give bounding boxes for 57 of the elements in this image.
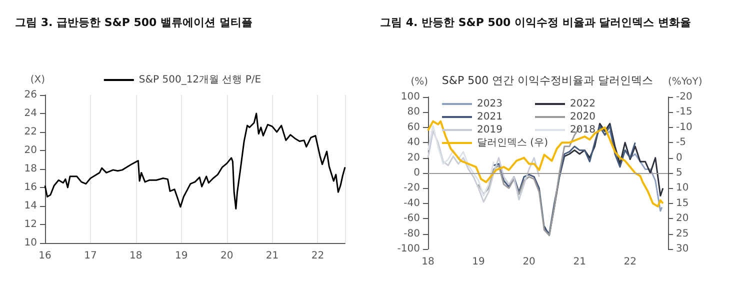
chart-subtitle: S&P 500 연간 이익수정비율과 달러인덱스 — [442, 74, 654, 87]
chart-title: 그림 3. 급반등한 S&P 500 밸류에이션 멀티플 — [15, 16, 252, 29]
x-tick-label: 20 — [220, 250, 234, 262]
y2-tick-label: 30 — [676, 244, 689, 254]
x-tick-label: 21 — [266, 250, 279, 262]
legend-label: S&P 500_12개월 선행 P/E — [138, 74, 262, 86]
y-tick-label: 14 — [24, 200, 37, 212]
y2-tick-label: -15 — [676, 106, 692, 118]
y2-tick-label: 0 — [676, 152, 682, 164]
x-tick-label: 16 — [38, 250, 52, 262]
y-tick-label: 40 — [407, 137, 420, 148]
legend-label: 2022 — [570, 98, 596, 110]
y-tick-label: 22 — [24, 126, 37, 138]
x-tick-label: 18 — [422, 256, 434, 268]
y2-tick-label: 5 — [676, 168, 682, 178]
y-tick-label: -80 — [404, 228, 420, 240]
y-tick-label: -100 — [397, 244, 420, 254]
x-tick-label: 19 — [472, 256, 485, 268]
y-tick-label: 26 — [24, 90, 37, 100]
y-tick-label: 16 — [24, 182, 37, 193]
y2-tick-label: -5 — [676, 137, 686, 148]
y-axis-title: (X) — [30, 74, 46, 86]
y-tick-label: 18 — [24, 164, 37, 174]
x-tick-label: 22 — [311, 250, 324, 262]
legend-label: 2020 — [570, 112, 596, 122]
y2-tick-label: -10 — [676, 122, 692, 133]
y-tick-label: 20 — [24, 145, 37, 156]
legend-label: 2019 — [477, 124, 502, 136]
y2-tick-label: 10 — [676, 182, 689, 194]
y-tick-label: 60 — [407, 122, 420, 133]
y-tick-label: 24 — [24, 108, 37, 119]
y-tick-label: 12 — [24, 219, 37, 230]
legend-label: 2021 — [477, 112, 502, 122]
y-tick-label: -60 — [404, 213, 420, 224]
x-tick-label: 17 — [84, 250, 97, 262]
y-tick-label: 0 — [414, 168, 420, 178]
y-axis-title: (%) — [410, 76, 428, 88]
legend-label: 달러인덱스 (우) — [477, 138, 548, 148]
x-tick-label: 22 — [624, 256, 636, 268]
x-tick-label: 21 — [573, 256, 586, 268]
x-tick-label: 20 — [522, 256, 536, 268]
y2-tick-label: 20 — [676, 213, 689, 224]
y2-tick-label: 15 — [676, 198, 689, 209]
y-tick-label: 20 — [407, 152, 420, 164]
x-tick-label: 19 — [174, 250, 188, 262]
y2-axis-title: (%YoY) — [668, 76, 702, 88]
legend-label: 2023 — [477, 98, 502, 110]
legend-label: 2018 — [570, 124, 596, 136]
y-tick-label: -40 — [404, 198, 420, 209]
y-tick-label: 10 — [24, 238, 37, 248]
y-tick-label: 80 — [407, 106, 420, 118]
y-tick-label: 100 — [400, 92, 420, 102]
y2-tick-label: -20 — [676, 92, 692, 102]
x-tick-label: 18 — [130, 250, 142, 262]
y-tick-label: -20 — [404, 182, 420, 194]
y2-tick-label: 25 — [676, 228, 689, 240]
chart-title: 그림 4. 반등한 S&P 500 이익수정 비율과 달러인덱스 변화율 — [380, 16, 692, 29]
